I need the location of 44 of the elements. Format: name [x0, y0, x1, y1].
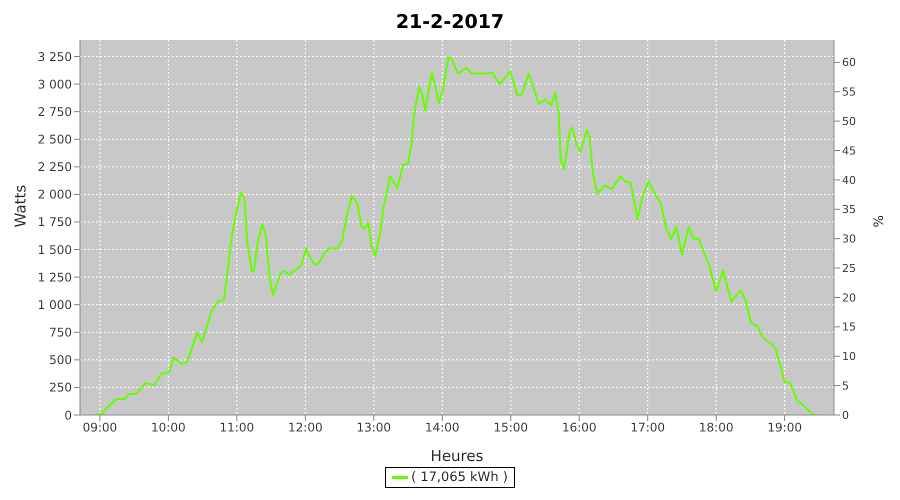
- line-series: [92, 56, 820, 415]
- x-tick-label: 13:00: [356, 420, 392, 435]
- y2-tick-label: 30: [842, 232, 856, 246]
- y-tick-label: 1 250: [38, 270, 72, 284]
- y2-tick-label: 35: [842, 203, 856, 216]
- y-tick-label: 2 750: [38, 104, 72, 119]
- y-tick-label: 2 250: [38, 160, 72, 174]
- y-tick-label: 2 500: [38, 132, 72, 147]
- y-tick-label: 0: [64, 408, 72, 422]
- y-tick-label: 3 250: [38, 50, 72, 64]
- y2-tick-label: 55: [842, 86, 856, 99]
- y2-tick-label: 15: [842, 320, 856, 334]
- y2-tick-label: 25: [842, 262, 856, 275]
- x-tick-label: 15:00: [493, 420, 528, 435]
- y2-tick-label: 50: [842, 115, 856, 128]
- x-tick-label: 16:00: [562, 420, 597, 435]
- y-axis-title: Watts: [11, 184, 30, 228]
- chart-title: 21-2-2017: [394, 10, 506, 35]
- x-tick-label: 11:00: [220, 420, 254, 435]
- x-axis-title: Heures: [430, 447, 484, 465]
- y2-tick-label: 45: [842, 144, 856, 158]
- x-tick-label: 17:00: [630, 420, 666, 435]
- x-tick-label: 14:00: [424, 420, 460, 435]
- y-tick-label: 1 000: [38, 298, 72, 312]
- y2-tick-label: 5: [842, 380, 849, 393]
- y2-tick-label: 20: [842, 291, 856, 304]
- y2-tick-label: 40: [842, 174, 856, 187]
- x-tick-label: 19:00: [767, 420, 802, 435]
- y-tick-label: 3 000: [38, 77, 72, 92]
- x-tick-label: 09:00: [82, 420, 118, 435]
- y2-tick-label: 0: [842, 408, 849, 422]
- y2-axis-title: %: [869, 215, 884, 228]
- legend-label: ( 17,065 kWh ): [410, 470, 508, 485]
- x-tick-label: 10:00: [151, 420, 186, 435]
- y-tick-label: 1 750: [38, 215, 72, 230]
- y-tick-label: 500: [49, 353, 72, 368]
- y-tick-label: 1 500: [38, 242, 72, 257]
- y-tick-label: 250: [49, 380, 72, 395]
- x-tick-label: 18:00: [698, 420, 734, 435]
- y2-tick-label: 10: [842, 350, 856, 364]
- x-tick-label: 12:00: [288, 420, 323, 435]
- y-tick-label: 750: [49, 326, 72, 340]
- y2-tick-label: 60: [842, 56, 856, 70]
- y-tick-label: 2 000: [38, 188, 72, 202]
